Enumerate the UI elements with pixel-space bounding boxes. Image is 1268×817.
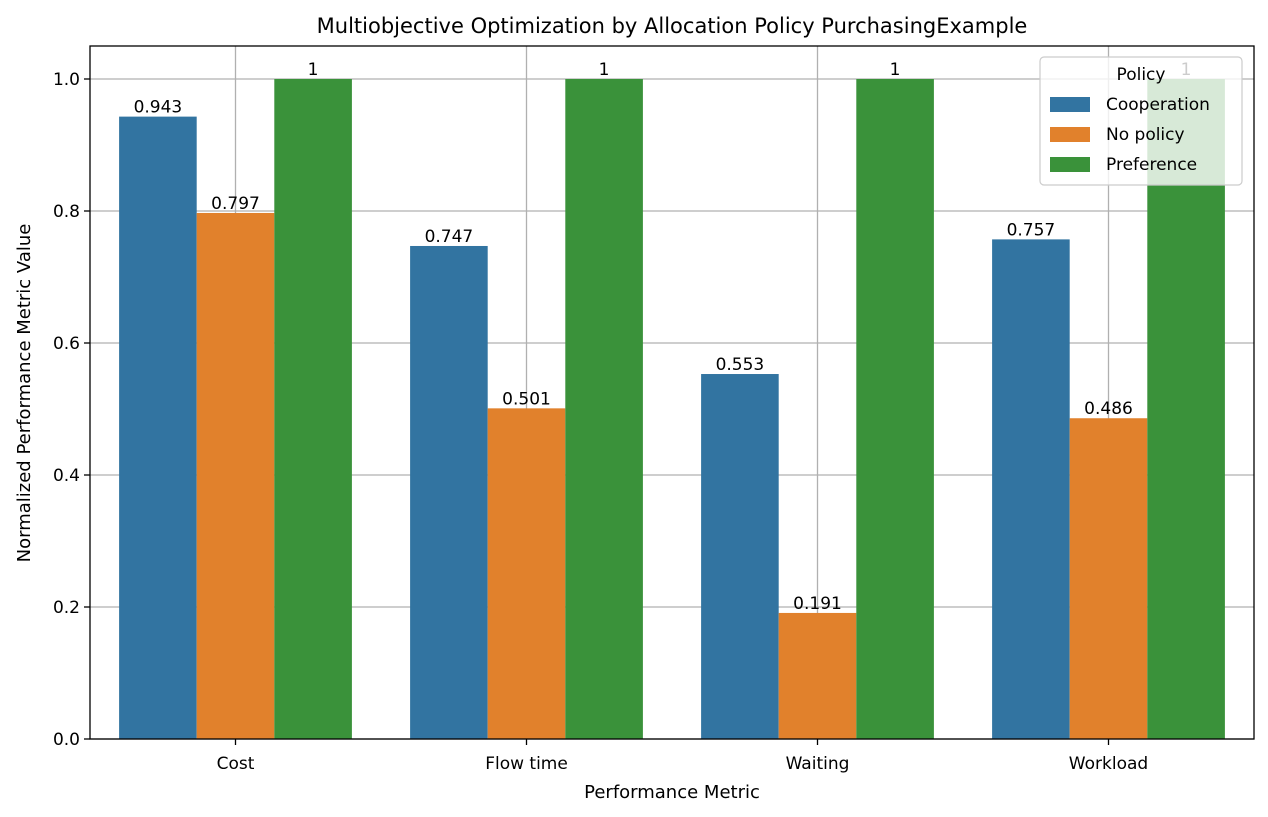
bar xyxy=(196,212,275,740)
y-tick-label: 0.2 xyxy=(53,598,80,618)
x-tick-label: Waiting xyxy=(786,754,850,774)
bar xyxy=(1147,79,1225,739)
bar xyxy=(565,79,643,739)
data-label: 0.757 xyxy=(1007,220,1056,240)
data-label: 1 xyxy=(308,60,319,80)
legend-entry: No policy xyxy=(1106,125,1185,145)
data-label: 0.191 xyxy=(793,594,842,614)
legend-swatch xyxy=(1050,127,1090,142)
bar xyxy=(992,239,1070,739)
y-axis: 0.0 0.2 0.4 0.6 0.8 1.0 xyxy=(53,70,90,750)
y-tick-label: 0.8 xyxy=(53,202,80,222)
data-label: 0.553 xyxy=(716,355,765,375)
x-axis: Cost Flow time Waiting Workload xyxy=(217,739,1148,774)
legend-box xyxy=(1039,56,1243,186)
data-label: 1 xyxy=(890,60,901,80)
bar xyxy=(410,245,488,740)
data-label: 1 xyxy=(599,60,610,80)
data-label: 0.943 xyxy=(134,98,183,118)
bar xyxy=(1069,418,1148,739)
legend-entry: Cooperation xyxy=(1106,95,1210,115)
x-axis-title: Performance Metric xyxy=(584,782,760,803)
x-tick-label: Cost xyxy=(217,754,255,774)
y-axis-title: Normalized Performance Metric Value xyxy=(14,224,35,563)
y-tick-label: 0.0 xyxy=(53,730,80,750)
data-label: 0.486 xyxy=(1084,399,1133,419)
legend: Policy Cooperation No policy Preference xyxy=(1039,56,1243,186)
chart-title: Multiobjective Optimization by Allocatio… xyxy=(317,14,1028,38)
x-tick-label: Workload xyxy=(1069,754,1148,774)
legend-title: Policy xyxy=(1117,65,1166,85)
y-tick-label: 0.4 xyxy=(53,466,80,486)
data-labels: 0.943 0.747 0.553 0.757 0.797 0.501 0.191 0.486… xyxy=(134,60,1192,614)
data-label: 0.797 xyxy=(211,194,260,214)
bar xyxy=(487,408,566,739)
bars xyxy=(119,79,1225,740)
x-tick-label: Flow time xyxy=(485,754,568,774)
legend-swatch xyxy=(1050,157,1090,172)
data-label: 0.501 xyxy=(502,389,551,409)
bar xyxy=(701,374,779,739)
legend-swatch xyxy=(1050,97,1090,112)
bar xyxy=(274,79,352,739)
legend-entry: Preference xyxy=(1106,155,1197,175)
bar xyxy=(856,79,934,739)
plot-frame xyxy=(89,45,1255,740)
y-tick-label: 0.6 xyxy=(53,334,80,354)
y-tick-label: 1.0 xyxy=(53,70,80,90)
data-label: 0.747 xyxy=(425,227,474,247)
bar xyxy=(778,612,857,739)
bar xyxy=(119,116,197,740)
